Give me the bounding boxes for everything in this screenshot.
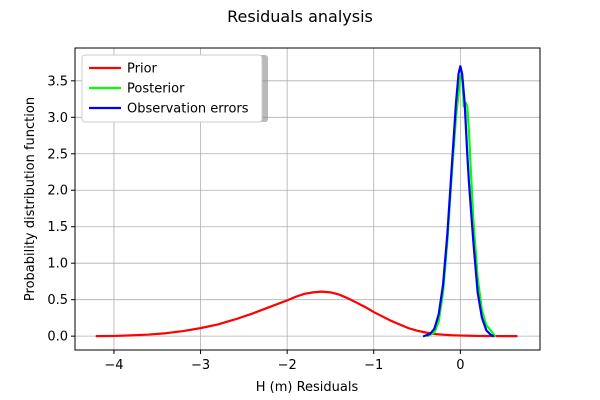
y-tick-label: 1.5 bbox=[47, 220, 68, 235]
series-line-1 bbox=[95, 290, 518, 338]
x-axis-ticks: −4 −3 −2 −1 0 bbox=[104, 350, 464, 373]
legend-box bbox=[81, 54, 263, 123]
legend-entries: Prior Posterior Observation errors bbox=[89, 62, 249, 117]
series-line-2 bbox=[426, 72, 497, 338]
x-axis-title: H (m) Residuals bbox=[256, 380, 359, 395]
y-tick-label: 2.0 bbox=[47, 184, 68, 199]
legend-label: Observation errors bbox=[127, 102, 249, 117]
y-tick-label: 0.5 bbox=[47, 293, 68, 308]
y-axis-title: Probability distribution function bbox=[23, 97, 38, 301]
chart-title: Residuals analysis bbox=[227, 7, 373, 26]
series-line-3 bbox=[422, 65, 495, 338]
legend-label: Prior bbox=[127, 62, 158, 77]
x-tick-label: −2 bbox=[278, 358, 297, 373]
legend-label: Posterior bbox=[127, 82, 185, 97]
y-axis-ticks: 0.0 0.5 1.0 1.5 2.0 2.5 3.0 3.5 bbox=[47, 74, 75, 345]
legend: Prior Posterior Observation errors bbox=[81, 54, 268, 123]
y-tick-label: 2.5 bbox=[47, 147, 68, 162]
x-tick-label: −3 bbox=[191, 358, 210, 373]
series-lines bbox=[95, 65, 518, 338]
y-tick-label: 1.0 bbox=[47, 257, 68, 272]
y-tick-label: 0.0 bbox=[47, 330, 68, 345]
x-tick-label: 0 bbox=[456, 358, 464, 373]
y-tick-label: 3.0 bbox=[47, 111, 68, 126]
y-tick-label: 3.5 bbox=[47, 74, 68, 89]
x-tick-label: −4 bbox=[104, 358, 123, 373]
x-tick-label: −1 bbox=[364, 358, 383, 373]
plot-frame bbox=[74, 47, 541, 351]
